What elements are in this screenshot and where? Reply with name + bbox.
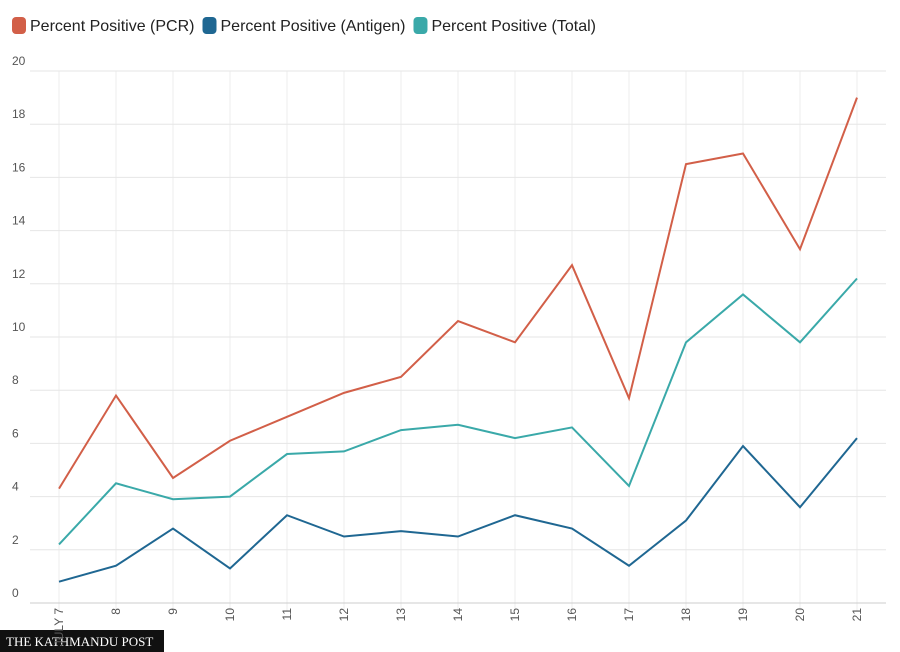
x-tick-label: 8 xyxy=(109,608,123,615)
x-tick-label: 13 xyxy=(394,608,408,622)
x-tick-label: 16 xyxy=(565,608,579,622)
legend-text: Percent Positive (Antigen) xyxy=(221,18,406,35)
y-tick-label: 0 xyxy=(12,586,19,600)
x-tick-label: 20 xyxy=(793,608,807,622)
x-tick-label: 9 xyxy=(166,608,180,615)
y-tick-label: 18 xyxy=(12,107,26,121)
legend-swatch xyxy=(413,17,428,34)
series-line xyxy=(58,277,858,546)
y-tick-label: 2 xyxy=(12,533,19,547)
y-tick-label: 20 xyxy=(12,54,26,68)
x-tick-label: 15 xyxy=(508,608,522,622)
x-tick-label: 19 xyxy=(736,608,750,622)
series-line xyxy=(58,437,858,583)
credit-box xyxy=(0,630,164,652)
x-tick-label: 11 xyxy=(280,608,294,621)
x-tick-label: 14 xyxy=(451,608,465,622)
y-tick-label: 4 xyxy=(12,480,19,494)
legend-text: Percent Positive (PCR) xyxy=(30,18,195,35)
legend-swatch xyxy=(202,17,217,34)
x-tick-label: JULY 7 xyxy=(52,608,66,647)
x-tick-label: 21 xyxy=(850,608,864,622)
x-tick-label: 18 xyxy=(679,608,693,622)
y-tick-label: 10 xyxy=(12,320,26,334)
credit: THE KATHMANDU POST xyxy=(6,634,153,649)
y-tick-label: 14 xyxy=(12,214,26,228)
y-tick-label: 16 xyxy=(12,160,26,174)
y-tick-label: 6 xyxy=(12,426,19,440)
y-tick-label: 12 xyxy=(12,267,26,281)
x-tick-label: 10 xyxy=(223,608,237,622)
legend-text: Percent Positive (Total) xyxy=(431,18,596,35)
series-line xyxy=(58,97,858,490)
legend-swatch xyxy=(12,17,26,34)
x-tick-label: 17 xyxy=(622,608,636,622)
x-tick-label: 12 xyxy=(337,608,351,622)
y-tick-label: 8 xyxy=(12,373,19,387)
